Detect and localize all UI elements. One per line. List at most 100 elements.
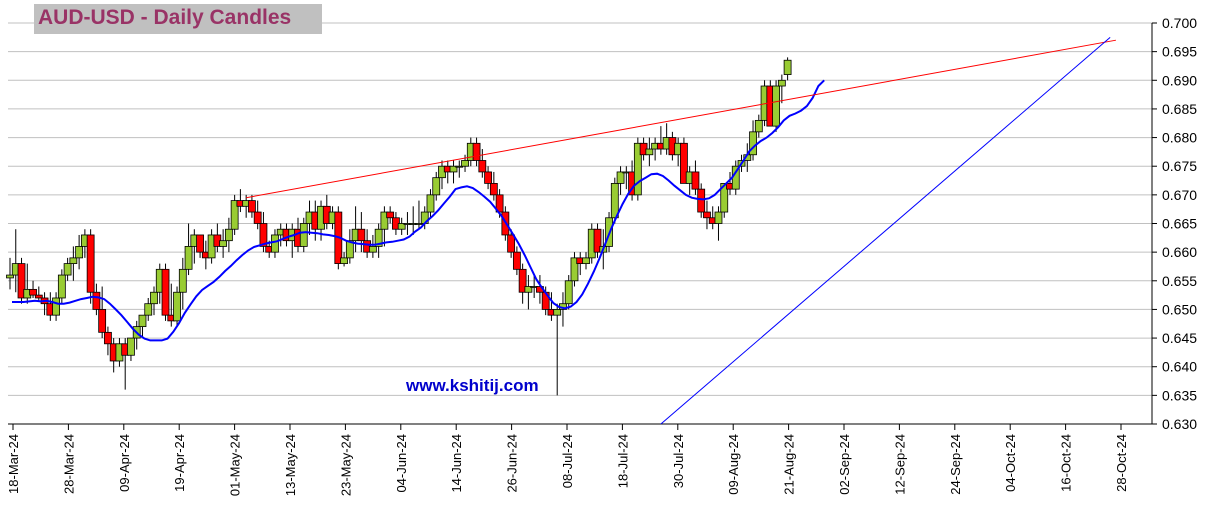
- candle-body: [553, 309, 562, 316]
- candle: [754, 114, 763, 138]
- candle: [553, 303, 562, 396]
- candle-body: [259, 223, 268, 247]
- candle: [720, 182, 729, 218]
- candle-body: [173, 291, 181, 322]
- candle: [697, 183, 706, 218]
- candle-body: [564, 280, 573, 305]
- y-tick-label: 0.650: [1162, 301, 1197, 317]
- candle: [34, 286, 43, 301]
- x-tick-label: 21-Aug-24: [782, 434, 797, 495]
- candle: [224, 217, 233, 253]
- candle-body: [92, 291, 101, 310]
- x-tick-label: 04-Oct-24: [1003, 434, 1018, 492]
- candle-body: [518, 268, 527, 293]
- candle: [714, 206, 723, 241]
- candle-body: [524, 286, 533, 293]
- candle-body: [230, 200, 239, 230]
- candle: [610, 177, 619, 224]
- y-tick-label: 0.670: [1162, 187, 1197, 203]
- candle-body: [472, 142, 481, 161]
- candle-body: [138, 314, 147, 328]
- gridlines: [8, 22, 1152, 396]
- candle-body: [680, 142, 688, 184]
- candle: [29, 280, 37, 298]
- candle: [6, 257, 14, 290]
- candle: [484, 166, 492, 190]
- candle-body: [777, 79, 786, 87]
- x-tick-label: 13-May-24: [283, 434, 298, 496]
- x-tick-label: 18-Mar-24: [6, 434, 21, 494]
- y-tick-label: 0.695: [1162, 44, 1197, 60]
- candle-body: [104, 331, 112, 345]
- candle-body: [86, 234, 95, 293]
- candle: [645, 137, 654, 167]
- y-tick-label: 0.635: [1162, 387, 1197, 403]
- y-tick-label: 0.675: [1162, 158, 1197, 174]
- candle: [253, 200, 262, 230]
- candle: [570, 252, 579, 287]
- x-tick-label: 12-Sep-24: [892, 434, 907, 495]
- candle: [57, 269, 66, 304]
- x-tick-label: 28-Oct-24: [1114, 434, 1129, 492]
- candle-body: [52, 297, 60, 316]
- candle: [524, 275, 533, 310]
- moving-average-line: [12, 79, 825, 342]
- candle: [489, 171, 498, 201]
- candle: [512, 246, 521, 276]
- candle: [518, 263, 527, 304]
- candle-body: [772, 85, 780, 127]
- x-tick-label: 24-Sep-24: [948, 434, 963, 495]
- candle-body: [507, 234, 516, 253]
- candle-body: [34, 294, 43, 299]
- candle: [17, 257, 26, 304]
- x-tick-label: 09-Aug-24: [726, 434, 741, 495]
- x-tick-label: 01-May-24: [228, 434, 243, 496]
- candle: [426, 189, 435, 218]
- candle: [86, 229, 95, 304]
- y-tick-label: 0.685: [1162, 101, 1197, 117]
- candle-body: [703, 211, 711, 219]
- candle-body: [219, 240, 228, 247]
- x-tick-label: 14-Jun-24: [449, 434, 464, 493]
- candle: [593, 223, 602, 258]
- candle: [777, 74, 786, 104]
- watermark-link[interactable]: www.kshitij.com: [406, 376, 539, 395]
- candle-body: [461, 160, 469, 167]
- candle: [386, 206, 395, 224]
- candle-body: [426, 194, 435, 213]
- candle: [680, 137, 688, 184]
- candle: [633, 137, 642, 201]
- x-tick-label: 02-Sep-24: [837, 434, 852, 495]
- chart-title: AUD-USD - Daily Candles: [38, 6, 292, 29]
- candle: [299, 217, 308, 253]
- x-tick-label: 19-Apr-24: [172, 434, 187, 492]
- y-tick-label: 0.645: [1162, 330, 1197, 346]
- candle-body: [697, 188, 706, 213]
- candle-body: [196, 234, 204, 253]
- candle-body: [374, 228, 383, 247]
- candle: [368, 234, 377, 258]
- y-tick-label: 0.700: [1162, 15, 1197, 31]
- candle: [449, 160, 458, 184]
- y-tick-label: 0.690: [1162, 72, 1197, 88]
- candle-body: [633, 142, 642, 196]
- x-tick-label: 09-Apr-24: [117, 434, 132, 492]
- candle: [173, 286, 181, 327]
- candle-body: [368, 246, 377, 253]
- x-tick-label: 08-Jul-24: [560, 434, 575, 488]
- candle: [248, 194, 256, 218]
- resistance-trendline: [246, 39, 1117, 199]
- candle: [138, 314, 147, 339]
- candle: [230, 194, 239, 235]
- candle: [150, 286, 158, 316]
- candle-body: [17, 263, 26, 299]
- candle-body: [570, 257, 579, 282]
- candle-body: [161, 268, 170, 316]
- candle: [69, 246, 78, 281]
- candle-body: [299, 223, 308, 247]
- candle-body: [754, 119, 763, 133]
- x-tick-label: 04-Jun-24: [394, 434, 409, 493]
- y-tick-label: 0.640: [1162, 359, 1197, 375]
- candle: [374, 223, 383, 258]
- x-tick-label: 26-Jun-24: [505, 434, 520, 493]
